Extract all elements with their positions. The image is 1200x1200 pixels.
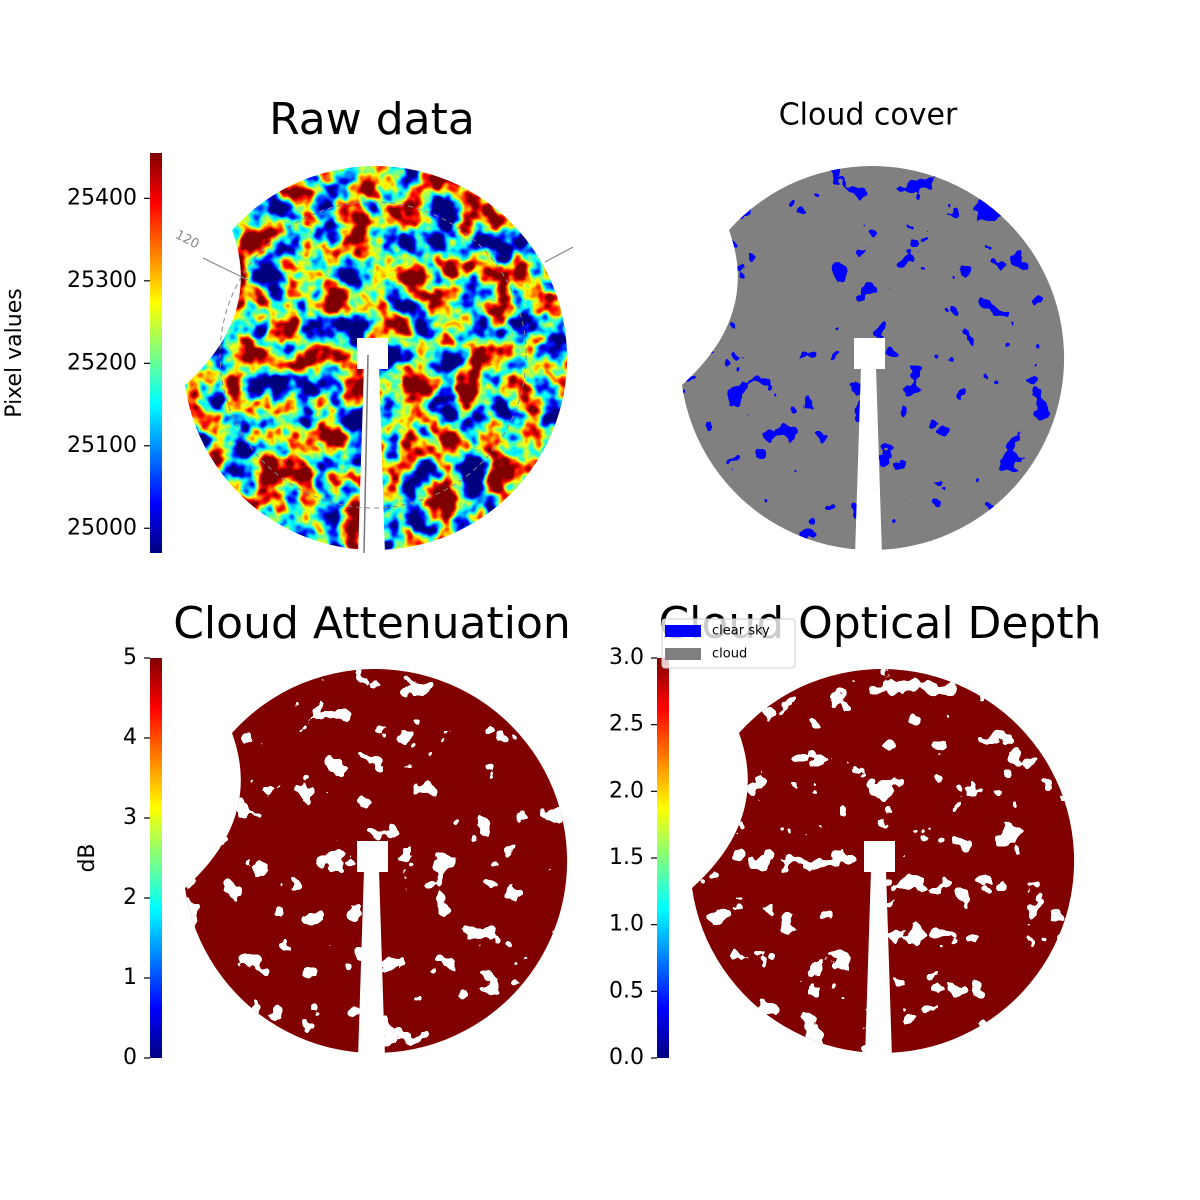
colorbar-tick-label: 3.0: [609, 645, 644, 670]
panel-title: Raw data: [269, 94, 475, 145]
panel: Cloud Attenuation 0 1 2 3 4 5 dB: [75, 598, 571, 1070]
mask-wedge: [855, 367, 882, 555]
panel-title: Cloud cover: [779, 98, 958, 133]
colorbar-tick-label: 2.5: [609, 712, 644, 737]
colorbar-label: dB: [75, 843, 100, 872]
colorbar-tick-label: 25300: [67, 268, 137, 293]
range-ring: [219, 201, 527, 509]
colorbar-tick-label: 1: [123, 965, 137, 990]
legend-swatch: [665, 625, 701, 637]
colorbar-tick-label: 0.5: [609, 978, 644, 1003]
colorbar: [150, 658, 162, 1058]
legend: clear sky cloud: [661, 618, 796, 669]
mask-block: [854, 338, 885, 369]
colorbar-tick-label: 25200: [67, 350, 137, 375]
colorbar-tick-label: 1.5: [609, 845, 644, 870]
colorbar-tick-label: 0: [123, 1045, 137, 1070]
colorbar-tick-label: 0.0: [609, 1045, 644, 1070]
colorbar-tick-label: 2: [123, 885, 137, 910]
mask-block: [357, 841, 388, 872]
mask-block: [864, 841, 895, 872]
panel: Cloud cover: [682, 98, 1065, 555]
colorbar-tick-label: 4: [123, 725, 137, 750]
mask-block: [357, 338, 388, 369]
azimuth-line: [363, 354, 369, 554]
azimuth-label: 120: [173, 228, 202, 253]
colorbar-tick-label: 3: [123, 805, 137, 830]
mask-wedge: [358, 870, 385, 1058]
colorbar: [150, 153, 162, 553]
mask-wedge: [865, 870, 892, 1058]
colorbar-tick-label: 5: [123, 645, 137, 670]
legend-label: cloud: [712, 647, 747, 662]
colorbar-tick-label: 25000: [67, 515, 137, 540]
colorbar: [657, 658, 669, 1058]
colorbar-tick-label: 1.0: [609, 912, 644, 937]
legend-swatch: [665, 648, 701, 660]
azimuth-line: [202, 257, 249, 281]
colorbar-label: Pixel values: [2, 288, 27, 417]
azimuth-line: [544, 246, 574, 263]
colorbar-tick-label: 25400: [67, 185, 137, 210]
colorbar-tick-label: 25100: [67, 433, 137, 458]
panel: 120 Raw data 25000 25100 25200 25300 25400 Pixe…: [2, 94, 574, 555]
colorbar-tick-label: 2.0: [609, 778, 644, 803]
legend-label: clear sky: [712, 624, 770, 639]
panel-title: Cloud Attenuation: [173, 598, 571, 649]
